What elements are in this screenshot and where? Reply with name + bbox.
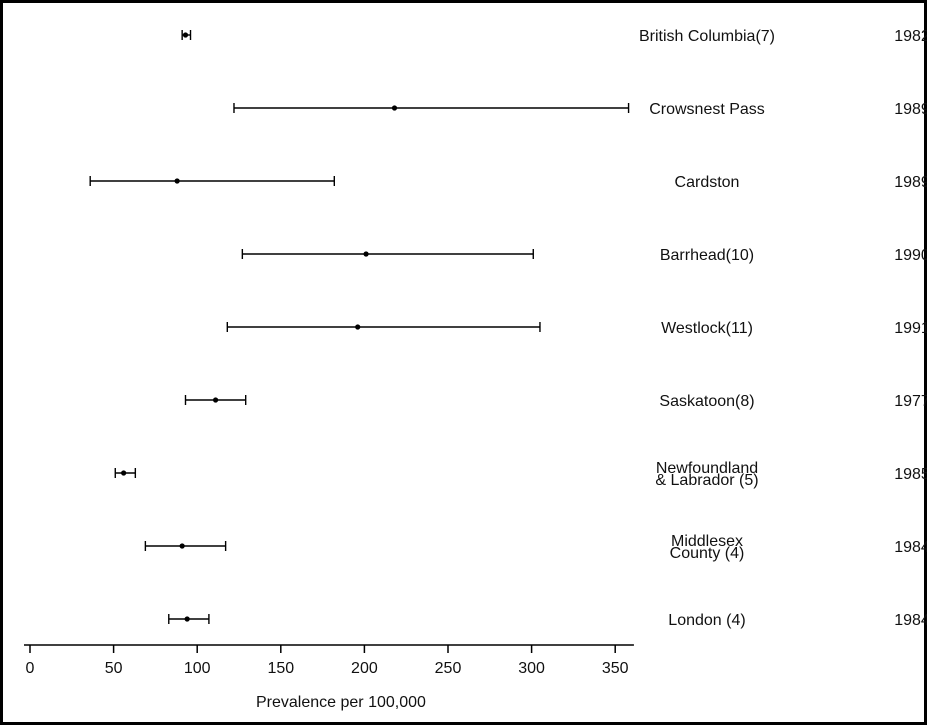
row-label: British Columbia(7) [639,28,775,45]
x-tick-label: 100 [184,660,211,677]
row: Cardston 1989 [89,174,927,191]
row-label-line: Newfoundland [656,460,758,477]
row: Newfoundland & Labrador (5) 1985 [114,460,927,489]
row-year: 1985 [894,466,927,483]
row: Crowsnest Pass 1989 [233,101,927,118]
row-label: Barrhead(10) [660,247,754,264]
row-year: 1989 [894,101,927,118]
estimate-point [391,105,398,111]
row-year: 1991 [894,320,927,337]
row-label-line: Westlock(11) [661,320,753,337]
estimate-point [184,616,190,622]
row-label: Newfoundland & Labrador (5) [655,460,758,489]
row-label-line: Saskatoon(8) [659,393,754,410]
row-label: London (4) [668,612,745,629]
row-year: 1982 [894,28,927,45]
row-year: 1984 [894,612,927,629]
estimate-point [182,32,189,38]
x-tick-label: 50 [105,660,123,677]
row-label-line: County (4) [670,545,745,562]
row-label-line: Middlesex [671,533,743,550]
row: British Columbia(7) 1982 [181,28,927,45]
estimate-point [179,543,185,549]
row-label: Middlesex County (4) [670,533,745,562]
x-tick-label: 200 [351,660,378,677]
rows-layer: British Columbia(7) 1982 Crowsnest Pass 198… [89,28,927,629]
row-year: 1989 [894,174,927,191]
estimate-point [121,470,127,476]
x-axis-label: Prevalence per 100,000 [256,694,426,711]
row: London (4) 1984 [168,612,927,629]
row-label-line: British Columbia(7) [639,28,775,45]
row-year: 1977 [894,393,927,410]
row-label: Saskatoon(8) [659,393,754,410]
row: Saskatoon(8) 1977 [184,393,927,410]
row-label-line: Crowsnest Pass [649,101,765,118]
estimate-point [363,251,369,257]
row-year: 1984 [894,539,927,556]
x-tick-label: 0 [26,660,35,677]
x-tick-label: 150 [267,660,294,677]
row-label-line: & Labrador (5) [655,472,758,489]
estimate-point [355,324,361,330]
row-year: 1990 [894,247,927,264]
x-tick-label: 350 [602,660,629,677]
estimate-point [212,397,219,403]
row-label-line: Cardston [675,174,740,191]
row: Middlesex County (4) 1984 [144,533,927,562]
row-label: Westlock(11) [661,320,753,337]
row-label: Cardston [675,174,740,191]
row: Barrhead(10) 1990 [241,247,927,264]
row-label-line: London (4) [668,612,745,629]
estimate-point [174,178,180,184]
row-label: Crowsnest Pass [649,101,765,118]
x-axis: 0 50 100 150 200 250 300 350 [24,644,634,677]
x-tick-label: 300 [518,660,545,677]
x-tick-label: 250 [435,660,462,677]
row-label-line: Barrhead(10) [660,247,754,264]
row: Westlock(11) 1991 [226,320,927,337]
